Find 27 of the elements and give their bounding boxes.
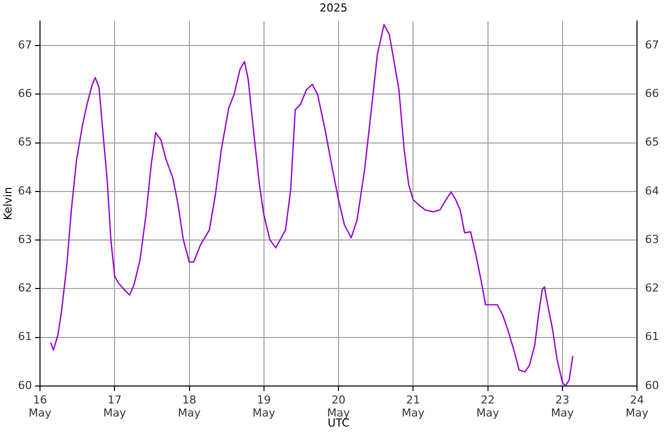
y2-tick-label: 61 [645,330,659,344]
x-tick-label: 17 May [103,393,126,420]
y2-tick-label: 62 [645,282,659,295]
y-tick-label: 62 [18,282,32,295]
x-tick-label: 19 May [252,393,276,420]
y-tick-label: 63 [18,232,32,246]
y-tick-label: 66 [18,87,32,100]
x-tick-label: 21 May [402,393,425,420]
y-tick-label: 60 [18,378,32,392]
y-tick-label: 61 [18,330,32,344]
y2-tick-label: 64 [645,184,659,198]
y-tick-label: 65 [18,136,32,149]
x-tick-label: 23 May [551,393,574,420]
x-tick-label: 24 May [626,393,649,420]
y-tick-label: 64 [18,184,32,198]
x-tick-label: 20 May [327,393,350,420]
y2-tick-label: 65 [645,136,659,149]
y2-tick-label: 63 [645,232,659,246]
x-tick-label: 18 May [178,393,202,420]
y2-tick-label: 66 [645,87,659,100]
y-tick-label: 67 [18,38,32,52]
x-tick-label: 22 May [476,393,500,420]
x-tick-label: 16 May [28,393,52,420]
y-axis-title: Kelvin [1,187,14,220]
y2-tick-label: 67 [645,38,659,52]
chart-title: 2025 [320,1,348,14]
y2-tick-label: 60 [645,378,659,392]
